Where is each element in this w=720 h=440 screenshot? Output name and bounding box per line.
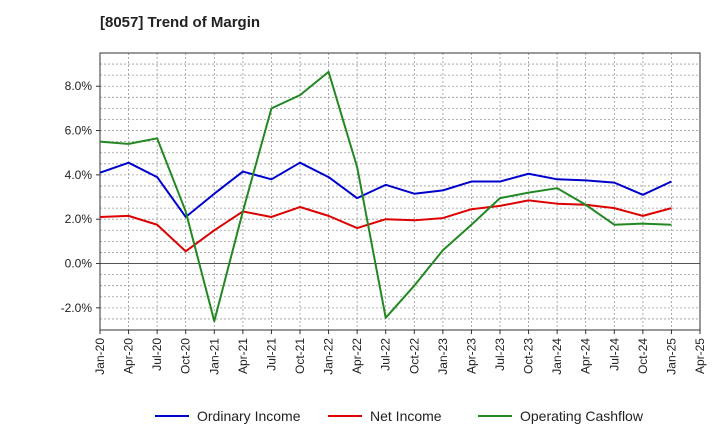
y-tick-label: -2.0%: [61, 301, 93, 315]
legend-item: Net Income: [328, 406, 442, 426]
series-line-ordinary-income: [99, 161, 672, 218]
y-axis-ticks: -2.0% 0.0% 2.0% 4.0% 6.0% 8.0%: [61, 79, 100, 315]
series-lines: [99, 70, 672, 323]
chart-title: [8057] Trend of Margin: [100, 14, 261, 31]
legend-item: Ordinary Income: [155, 406, 300, 426]
legend: Ordinary Income Net Income Operating Cashf…: [0, 406, 720, 426]
legend-label: Ordinary Income: [197, 408, 301, 424]
x-tick-label: Apr-23: [464, 338, 478, 374]
x-tick-label: Jan-24: [550, 338, 564, 375]
plot-frame: [99, 52, 701, 331]
y-tick-label: 0.0%: [65, 257, 93, 271]
y-tick-label: 2.0%: [65, 212, 93, 226]
x-tick-label: Oct-20: [179, 338, 193, 374]
x-tick-label: Apr-21: [236, 338, 250, 374]
x-tick-label: Jul-24: [607, 338, 621, 371]
y-tick-label: 8.0%: [65, 79, 93, 93]
x-tick-label: Jan-22: [322, 338, 336, 375]
x-tick-label: Apr-22: [350, 338, 364, 374]
x-tick-label: Jul-23: [493, 338, 507, 371]
x-tick-label: Jan-23: [436, 338, 450, 375]
x-tick-label: Oct-22: [407, 338, 421, 374]
legend-swatch: [155, 415, 189, 417]
legend-label: Operating Cashflow: [520, 408, 643, 424]
x-tick-label: Apr-25: [693, 338, 707, 374]
series-line-operating-cashflow: [99, 70, 672, 323]
legend-swatch: [478, 415, 512, 417]
x-tick-label: Apr-24: [579, 338, 593, 374]
y-tick-label: 4.0%: [65, 168, 93, 182]
x-tick-label: Apr-20: [122, 338, 136, 374]
legend-item: Operating Cashflow: [478, 406, 643, 426]
x-tick-label: Jan-21: [207, 338, 221, 375]
grid: [99, 52, 701, 331]
legend-swatch: [328, 415, 362, 417]
x-tick-label: Jan-20: [93, 338, 107, 375]
x-tick-label: Jan-25: [664, 338, 678, 375]
x-tick-label: Oct-21: [293, 338, 307, 374]
axes: [99, 52, 701, 331]
x-tick-label: Jul-21: [264, 338, 278, 371]
legend-label: Net Income: [370, 408, 442, 424]
x-tick-label: Oct-24: [636, 338, 650, 374]
x-tick-label: Jul-22: [379, 338, 393, 371]
x-tick-label: Oct-23: [522, 338, 536, 374]
x-axis-ticks: Jan-20 Apr-20 Jul-20 Oct-20 Jan-21 Apr-21 Jul-…: [93, 330, 707, 375]
y-tick-label: 6.0%: [65, 124, 93, 138]
x-tick-label: Jul-20: [150, 338, 164, 371]
